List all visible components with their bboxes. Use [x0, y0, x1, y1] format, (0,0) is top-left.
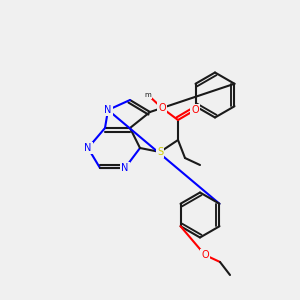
Text: O: O [191, 105, 199, 115]
Text: N: N [121, 163, 129, 173]
Text: O: O [201, 250, 209, 260]
Text: N: N [104, 105, 112, 115]
Text: m: m [145, 92, 152, 98]
Text: N: N [84, 143, 92, 153]
Text: O: O [158, 103, 166, 113]
Text: S: S [157, 147, 163, 157]
